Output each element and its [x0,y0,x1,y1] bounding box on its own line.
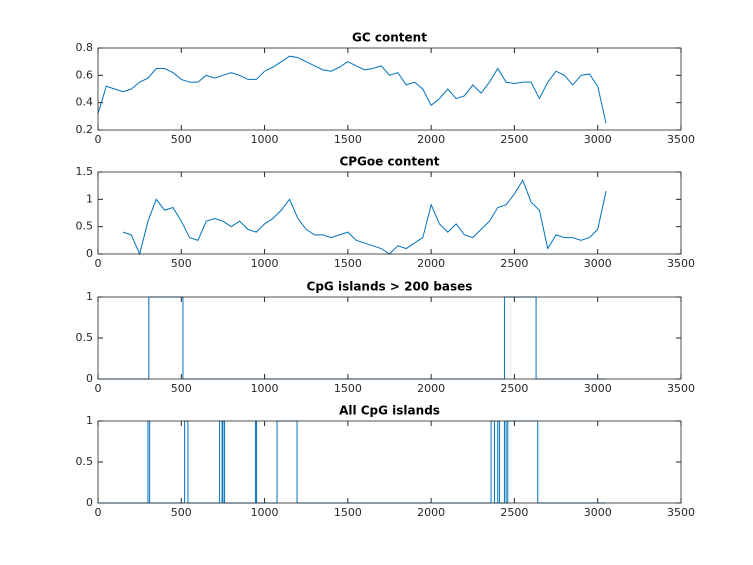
data-line [97,55,607,124]
y-tick-label: 0 [86,247,93,260]
x-tick-label: 3000 [584,133,612,146]
axes-frame [97,420,682,504]
subplot-title: All CpG islands [339,404,440,418]
y-tick-label: 0.6 [76,68,94,81]
x-tick-label: 2500 [500,257,528,270]
x-tick-label: 1000 [251,382,279,395]
x-tick-label: 1500 [334,382,362,395]
x-tick-label: 500 [171,506,192,519]
axes-box [98,297,681,379]
x-tick-label: 0 [95,382,102,395]
data-line [122,179,607,256]
subplot-title: GC content [352,31,427,45]
y-tick-label: 0.2 [76,123,94,136]
x-tick-label: 1500 [334,257,362,270]
axes-frame [97,47,682,131]
x-tick-label: 2000 [417,133,445,146]
y-tick-label: 0.8 [76,41,94,54]
y-tick-label: 0 [86,496,93,509]
x-tick-label: 2500 [500,133,528,146]
x-tick-label: 2500 [500,506,528,519]
x-tick-label: 3000 [584,506,612,519]
y-tick-label: 0.4 [76,96,94,109]
axes-frame [97,296,682,380]
subplot-title: CpG islands > 200 bases [307,280,473,294]
x-tick-label: 1500 [334,506,362,519]
x-tick-label: 500 [171,133,192,146]
x-tick-label: 3000 [584,257,612,270]
axes-box [98,421,681,503]
y-tick-label: 0.5 [76,220,94,233]
y-tick-label: 0.5 [76,331,94,344]
x-tick-label: 1000 [251,506,279,519]
y-tick-label: 0.5 [76,455,94,468]
x-tick-label: 1500 [334,133,362,146]
x-tick-label: 1000 [251,257,279,270]
axes-frame [97,171,682,255]
axes-box [98,172,681,254]
x-tick-label: 2000 [417,382,445,395]
x-tick-label: 0 [95,506,102,519]
x-tick-label: 3500 [667,133,695,146]
y-tick-label: 1 [86,290,93,303]
x-tick-label: 3000 [584,382,612,395]
x-tick-label: 3500 [667,257,695,270]
x-tick-label: 3500 [667,382,695,395]
y-tick-label: 1.5 [76,165,94,178]
y-tick-label: 1 [86,414,93,427]
x-tick-label: 3500 [667,506,695,519]
x-tick-label: 500 [171,382,192,395]
x-tick-label: 2000 [417,506,445,519]
y-tick-label: 1 [86,192,93,205]
subplot-title: CPGoe content [339,155,439,169]
x-tick-label: 0 [95,257,102,270]
x-tick-label: 0 [95,133,102,146]
x-tick-label: 2000 [417,257,445,270]
x-tick-label: 2500 [500,382,528,395]
axes-box [98,48,681,130]
x-tick-label: 500 [171,257,192,270]
x-tick-label: 1000 [251,133,279,146]
y-tick-label: 0 [86,372,93,385]
